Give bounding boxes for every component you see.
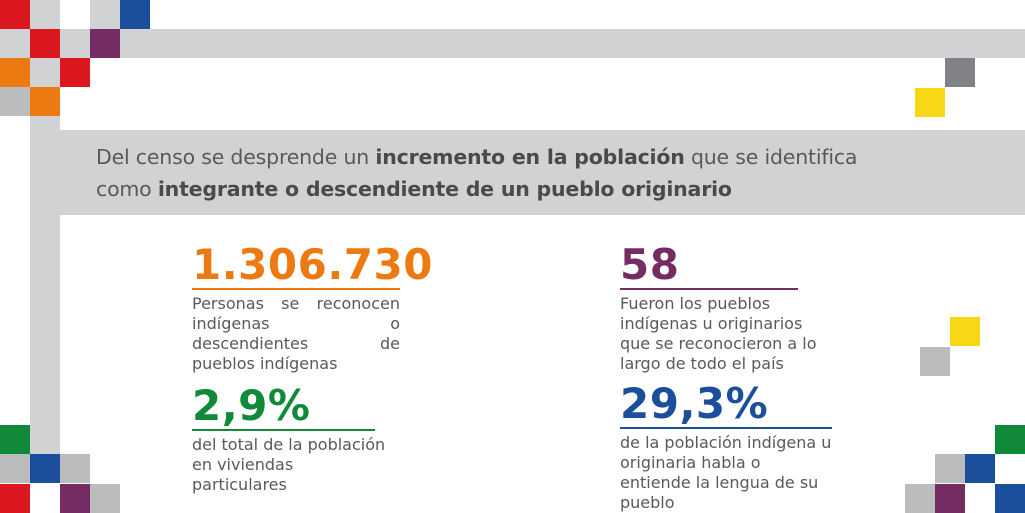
headline-text: Del censo se desprende un	[96, 145, 376, 169]
decor-square	[0, 484, 30, 513]
stat-value: 29,3%	[620, 379, 769, 428]
headline-text: que se identifica	[684, 145, 858, 169]
decor-square	[0, 454, 30, 483]
decor-square	[920, 347, 950, 376]
decor-square	[60, 454, 90, 483]
stat-value: 58	[620, 240, 680, 289]
stat-divider	[620, 288, 798, 290]
stat-language: 29,3% de la población indígena u origina…	[620, 382, 832, 513]
stat-description: del total de la población en viviendas p…	[192, 435, 386, 494]
decor-square	[30, 0, 60, 29]
decor-square	[60, 484, 90, 513]
decor-square	[0, 425, 30, 454]
heading-band	[30, 130, 1025, 215]
decor-square	[0, 58, 30, 87]
headline: Del censo se desprende un incremento en …	[96, 141, 857, 205]
top-band	[120, 29, 1025, 58]
decor-square	[0, 87, 30, 116]
decor-square	[90, 29, 120, 58]
stat-value: 2,9%	[192, 381, 311, 430]
decor-square	[935, 484, 965, 513]
decor-square	[995, 484, 1025, 513]
decor-square	[90, 484, 120, 513]
stat-divider	[192, 288, 400, 290]
decor-square	[945, 58, 975, 87]
decor-square	[0, 29, 30, 58]
stat-description: Personas se reconocen indígenas o descen…	[192, 294, 400, 373]
headline-bold: integrante o descendiente de un pueblo o…	[157, 177, 732, 201]
decor-square	[60, 29, 90, 58]
decor-square	[965, 454, 995, 483]
decor-square	[120, 0, 150, 29]
stat-percent-total: 2,9% del total de la población en vivien…	[192, 381, 385, 495]
decor-square	[950, 317, 980, 346]
headline-bold: incremento en la población	[375, 145, 685, 169]
stat-divider	[192, 429, 375, 431]
decor-square	[0, 0, 30, 29]
decor-square	[30, 87, 60, 116]
headline-text: como	[96, 177, 158, 201]
stat-divider	[620, 427, 832, 429]
decor-square	[905, 484, 935, 513]
stat-value: 1.306.730	[192, 240, 433, 289]
decor-square	[30, 29, 60, 58]
decor-square	[995, 425, 1025, 454]
decor-square	[90, 0, 120, 29]
decor-square	[30, 58, 60, 87]
stat-peoples: 58 Fueron los pueblos indígenas u origin…	[620, 240, 817, 374]
stat-description: Fueron los pueblos indígenas u originari…	[620, 294, 817, 373]
decor-square	[30, 454, 60, 483]
stat-description: de la población indígena u originaria ha…	[620, 433, 832, 512]
decor-square	[935, 454, 965, 483]
decor-square	[60, 58, 90, 87]
stat-population: 1.306.730 Personas se reconocen indígena…	[192, 240, 433, 374]
decor-square	[915, 88, 945, 117]
